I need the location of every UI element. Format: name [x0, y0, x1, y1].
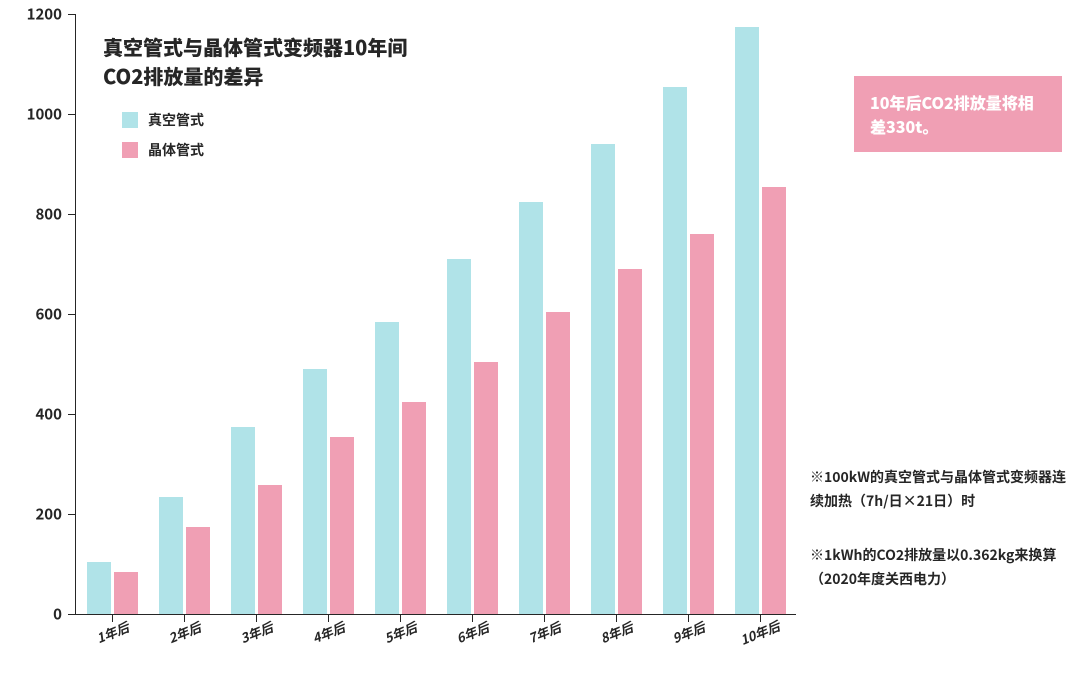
bar-vacuum	[735, 27, 759, 615]
legend: 真空管式晶体管式	[122, 110, 204, 160]
bar-transistor	[546, 312, 570, 615]
bar-vacuum	[231, 427, 255, 615]
y-tick-label: 800	[35, 204, 62, 225]
bar-transistor	[762, 187, 786, 615]
y-tick-label: 1200	[27, 4, 62, 25]
y-tick-label: 1000	[27, 104, 62, 125]
x-tick-label: 4年后	[309, 617, 347, 647]
legend-label: 真空管式	[148, 110, 204, 130]
bar-transistor	[474, 362, 498, 615]
x-tick-label: 7年后	[525, 617, 563, 647]
y-tick	[68, 414, 76, 415]
y-tick-label: 200	[35, 504, 62, 525]
bar-vacuum	[591, 144, 615, 614]
legend-swatch	[122, 112, 138, 128]
legend-item-transistor: 晶体管式	[122, 140, 204, 160]
bar-transistor	[330, 437, 354, 615]
bar-vacuum	[663, 87, 687, 615]
x-tick-label: 2年后	[165, 617, 203, 647]
x-tick-label: 10年后	[737, 616, 782, 649]
bar-vacuum	[375, 322, 399, 615]
bar-vacuum	[303, 369, 327, 614]
co2-bar-chart: 0 200 400 600 800 1000 1200 1年后 2年后 3年后 4年后 5年后 6年后 7…	[0, 0, 1080, 681]
y-tick-label: 400	[35, 404, 62, 425]
bar-transistor	[402, 402, 426, 615]
x-tick-label: 6年后	[453, 617, 491, 647]
legend-swatch	[122, 142, 138, 158]
bar-transistor	[690, 234, 714, 614]
x-tick-label: 9年后	[669, 617, 707, 647]
bar-transistor	[114, 572, 138, 615]
bar-transistor	[186, 527, 210, 615]
y-tick-label: 600	[35, 304, 62, 325]
y-tick	[68, 614, 76, 615]
y-tick	[68, 14, 76, 15]
y-tick	[68, 114, 76, 115]
x-tick-label: 8年后	[597, 617, 635, 647]
legend-item-vacuum: 真空管式	[122, 110, 204, 130]
legend-label: 晶体管式	[148, 140, 204, 160]
callout-box: 10年后CO2排放量将相差330t。	[854, 76, 1062, 152]
bar-transistor	[618, 269, 642, 614]
plot-area: 0200400600800100012001年后2年后3年后4年后5年后6年后7…	[75, 14, 796, 615]
y-tick-label: 0	[53, 604, 62, 625]
x-tick-label: 5年后	[381, 617, 419, 647]
bar-vacuum	[87, 562, 111, 615]
bar-transistor	[258, 485, 282, 614]
footnote-2: ※1kWh的CO2排放量以0.362kg来换算（2020年度关西电力）	[810, 544, 1068, 592]
x-tick-label: 3年后	[237, 617, 275, 647]
x-tick-label: 1年后	[93, 617, 131, 647]
y-tick	[68, 514, 76, 515]
y-tick	[68, 314, 76, 315]
bar-vacuum	[519, 202, 543, 615]
chart-title: 真空管式与晶体管式变频器10年间 CO2排放量的差异	[103, 32, 407, 90]
bar-vacuum	[447, 259, 471, 614]
bar-vacuum	[159, 497, 183, 615]
footnote-1: ※100kW的真空管式与晶体管式变频器连续加热（7h/日×21日）时	[810, 466, 1068, 514]
y-tick	[68, 214, 76, 215]
